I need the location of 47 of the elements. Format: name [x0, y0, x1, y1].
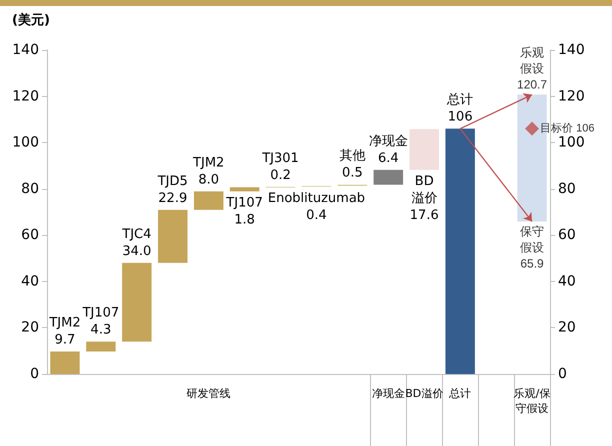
- y-tick-label: 140: [12, 42, 39, 58]
- x-tick-label: 净现金: [372, 387, 405, 400]
- y2-tick-label: 0: [558, 366, 567, 382]
- data-label: 净现金 6.4: [368, 134, 408, 166]
- annotation: 乐观假设120.7: [517, 46, 548, 92]
- y2-tick-label: 60: [558, 227, 576, 244]
- y2-tick-label: 40: [558, 273, 576, 290]
- y-tick-label: 60: [21, 227, 39, 244]
- data-label: TJ301 0.2: [261, 150, 299, 183]
- bar: [230, 187, 260, 192]
- x-tick-label: 乐观/保守假设: [514, 387, 550, 415]
- y-tick-label: 0: [30, 366, 39, 382]
- data-label: BD 溢价 17.6: [410, 174, 439, 223]
- y2-tick-label: 140: [558, 42, 585, 58]
- data-label: TJD5 22.9: [156, 174, 188, 206]
- x-tick-label: 总计: [448, 387, 472, 400]
- bar: [194, 191, 224, 210]
- y-tick-label: 20: [21, 320, 39, 336]
- data-label: 总计 106: [446, 92, 474, 125]
- y2-tick-label: 100: [558, 134, 585, 151]
- data-label: Enoblituzumab 0.4: [268, 190, 366, 223]
- y-tick-label: 40: [21, 273, 39, 290]
- x-tick-label: 研发管线: [186, 387, 231, 400]
- y2-tick-label: 80: [558, 180, 576, 197]
- bar: [50, 352, 80, 374]
- bar: [158, 210, 188, 263]
- x-tick-label: BD溢价: [405, 387, 444, 400]
- y2-tick-label: 120: [558, 88, 585, 104]
- annotation: 保守假设65.9: [520, 224, 544, 270]
- data-label: TJC4 34.0: [121, 226, 152, 259]
- bar: [517, 94, 547, 222]
- data-label: 其他 0.5: [339, 148, 366, 181]
- bar: [122, 262, 152, 342]
- bar: [86, 342, 116, 352]
- data-label: TJ107 4.3: [82, 306, 120, 338]
- y-axis-title: (美元): [12, 12, 50, 28]
- y-tick-label: 120: [12, 88, 39, 104]
- y2-tick-label: 20: [558, 320, 576, 336]
- data-label: TJM2 8.0: [192, 155, 224, 188]
- data-label: TJM2 9.7: [48, 316, 81, 348]
- data-label: TJ107 1.8: [225, 195, 263, 228]
- bar: [410, 129, 439, 170]
- y-tick-label: 80: [21, 180, 39, 197]
- data-label: 目标价 106: [540, 122, 594, 135]
- y-tick-label: 100: [12, 134, 39, 151]
- bar: [374, 170, 404, 185]
- bar: [445, 128, 475, 374]
